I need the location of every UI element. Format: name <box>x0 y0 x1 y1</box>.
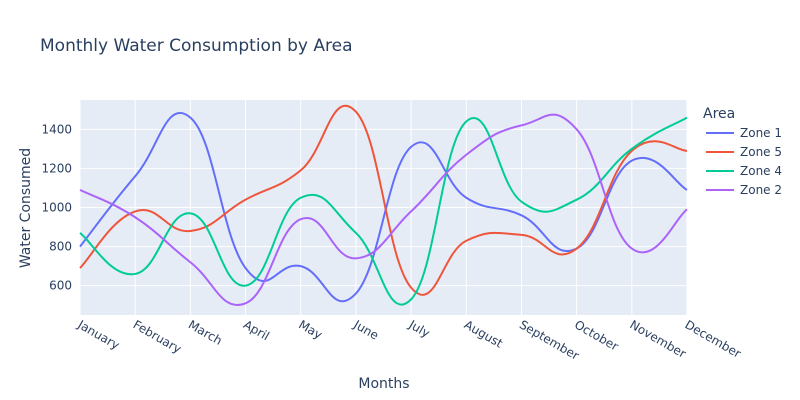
legend: Area Zone 1 Zone 5 Zone 4 Zone 2 <box>703 106 782 197</box>
gridlines <box>79 100 688 315</box>
y-tick-label: 1400 <box>41 122 72 136</box>
series-line-zone-4 <box>79 116 688 306</box>
x-axis-title: Months <box>358 376 409 392</box>
series-lines <box>79 104 688 306</box>
series-line-zone-2 <box>79 113 688 306</box>
legend-label-zone-1: Zone 1 <box>740 126 782 140</box>
y-tick-label: 1200 <box>41 161 72 175</box>
chart-title: Monthly Water Consumption by Area <box>40 36 353 56</box>
legend-title: Area <box>703 106 735 122</box>
series-line-zone-5 <box>79 104 688 296</box>
legend-label-zone-4: Zone 4 <box>740 164 782 178</box>
y-axis-title: Water Consumed <box>18 148 34 268</box>
legend-label-zone-5: Zone 5 <box>740 145 782 159</box>
y-tick-label: 1000 <box>41 201 72 215</box>
legend-label-zone-2: Zone 2 <box>740 183 782 197</box>
y-axis-ticks: 600 800 1000 1200 1400 <box>41 122 72 292</box>
y-tick-label: 600 <box>49 279 72 293</box>
y-tick-label: 800 <box>49 240 72 254</box>
